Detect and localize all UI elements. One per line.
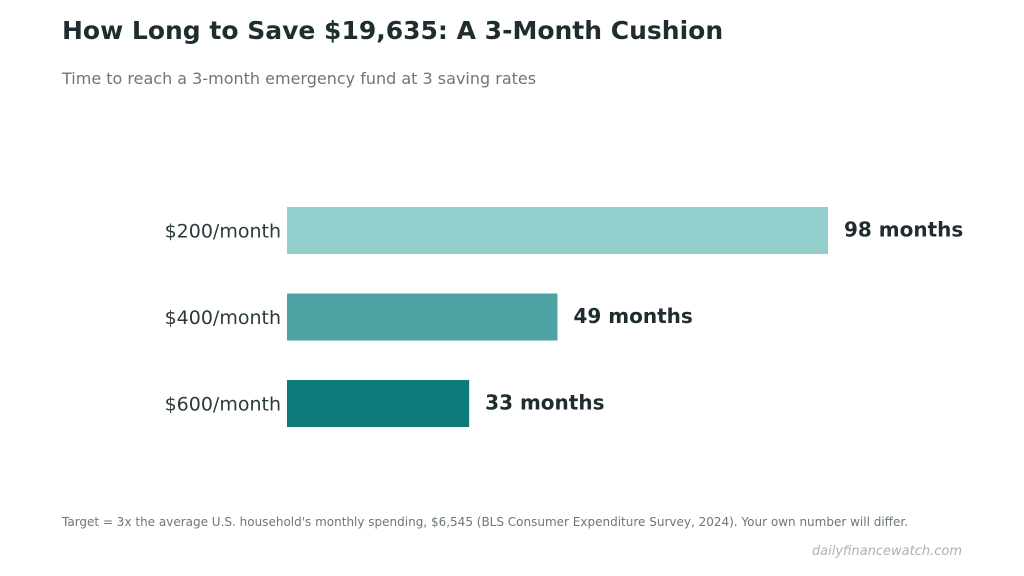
bar <box>287 207 828 254</box>
chart-subtitle: Time to reach a 3-month emergency fund a… <box>62 69 537 88</box>
category-label: $600/month <box>165 394 281 416</box>
value-label: 49 months <box>574 304 693 328</box>
value-label: 33 months <box>485 391 604 415</box>
site-credit: dailyfinancewatch.com <box>811 544 962 559</box>
chart-title: How Long to Save $19,635: A 3-Month Cush… <box>62 16 724 45</box>
bar-chart: $200/month 98 months $400/month 49 months $6… <box>165 207 963 427</box>
value-label: 98 months <box>844 218 963 242</box>
bar <box>287 293 558 341</box>
category-label: $400/month <box>165 307 281 329</box>
category-label: $200/month <box>165 221 281 243</box>
bar <box>287 380 470 427</box>
source-footnote: Target = 3x the average U.S. household's… <box>62 515 908 529</box>
